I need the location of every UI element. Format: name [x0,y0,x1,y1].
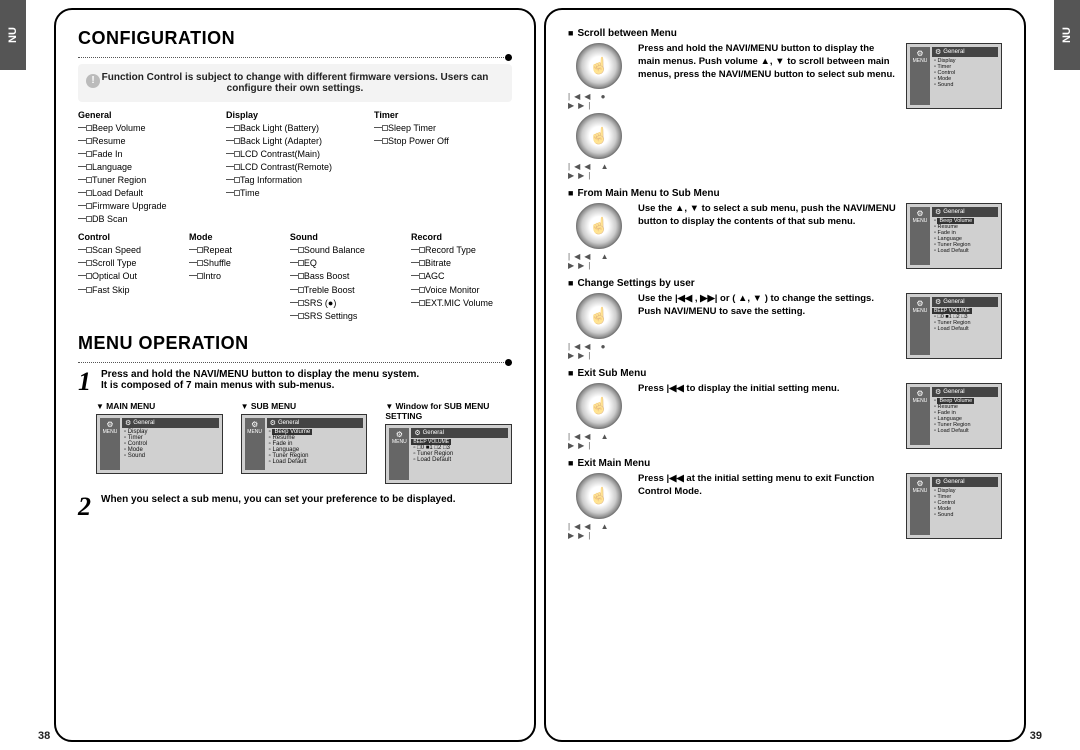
tree-timer: Timer Sleep Timer Stop Power Off [374,110,512,226]
menu-screens-row: MAIN MENU MENU General Display Timer Con… [96,401,512,484]
sect-exit-main: Exit Main Menu |◀◀ ▲ ▶▶| Press |◀◀ at th… [568,458,1002,540]
lcd-s5: MENU General Display Timer Control Mode … [906,473,1002,539]
wheel-icon: |◀◀ ● ▶▶| |◀◀ ▲ ▶▶| [568,43,630,180]
config-tree-row2: 4 5 6 7 Control Scan Speed Scroll Type O… [78,232,512,322]
sect-change: Change Settings by user |◀◀ ● ▶▶| Use th… [568,278,1002,360]
menuop-title: MENU OPERATION [78,333,512,354]
page-number-right: 39 [1030,730,1042,742]
sect-scroll: Scroll between Menu |◀◀ ● ▶▶| |◀◀ ▲ ▶▶| … [568,28,1002,180]
step-num-2: 2 [78,494,91,520]
lcd-s2: MENU General Beep Volume Resume Fade in … [906,203,1002,269]
sect-exit-sub: Exit Sub Menu |◀◀ ▲ ▶▶| Press |◀◀ to dis… [568,368,1002,450]
mini-lcd-sub: MENU General Beep Volume Resume Fade in … [241,414,368,474]
step-1: 1 Press and hold the NAVI/MENU button to… [78,369,512,395]
page-left: 38 CONFIGURATION Function Control is sub… [54,8,536,742]
sub-menu-col: SUB MENU MENU General Beep Volume Resume… [241,401,368,484]
step-num-1: 1 [78,369,91,395]
config-note: Function Control is subject to change wi… [78,64,512,102]
wheel-icon-5: |◀◀ ▲ ▶▶| [568,473,630,540]
lcd-s3: MENU General BEEP VOLUME □0 ■1 □2 □3 Tun… [906,293,1002,359]
sect-submenu: From Main Menu to Sub Menu |◀◀ ▲ ▶▶| Use… [568,188,1002,270]
main-menu-col: MAIN MENU MENU General Display Timer Con… [96,401,223,484]
lcd-s4: MENU General Beep Volume Resume Fade in … [906,383,1002,449]
window-col: Window for SUB MENU SETTING MENU General… [385,401,512,484]
rule [78,57,512,58]
tree-general: General Beep Volume Resume Fade In Langu… [78,110,216,226]
page-number-left: 38 [38,730,50,742]
tree-mode: Mode Repeat Shuffle Intro [189,232,280,322]
config-tree-row1: 1 2 3 General Beep Volume Resume Fade In… [78,110,512,226]
edge-tab-right: NU [1054,0,1080,70]
wheel-icon-4: |◀◀ ▲ ▶▶| [568,383,630,450]
tree-sound: Sound Sound Balance EQ Bass Boost Treble… [290,232,401,322]
wheel-icon-3: |◀◀ ● ▶▶| [568,293,630,360]
step-2: 2 When you select a sub menu, you can se… [78,494,512,520]
tree-display: Display Back Light (Battery) Back Light … [226,110,364,226]
mini-lcd-main: MENU General Display Timer Control Mode … [96,414,223,474]
rule2 [78,362,512,363]
tree-control: Control Scan Speed Scroll Type Optical O… [78,232,179,322]
page-spread: 38 CONFIGURATION Function Control is sub… [54,8,1026,742]
edge-tab-left: NU [0,0,26,70]
page-right: 39 Scroll between Menu |◀◀ ● ▶▶| |◀◀ ▲ ▶… [544,8,1026,742]
configuration-title: CONFIGURATION [78,28,512,49]
tree-record: Record Record Type Bitrate AGC Voice Mon… [411,232,512,322]
mini-lcd-win: MENU General BEEP VOLUME □0 ■1 □2 □3 Tun… [385,424,512,484]
wheel-icon-2: |◀◀ ▲ ▶▶| [568,203,630,270]
lcd-s1: MENU General Display Timer Control Mode … [906,43,1002,109]
